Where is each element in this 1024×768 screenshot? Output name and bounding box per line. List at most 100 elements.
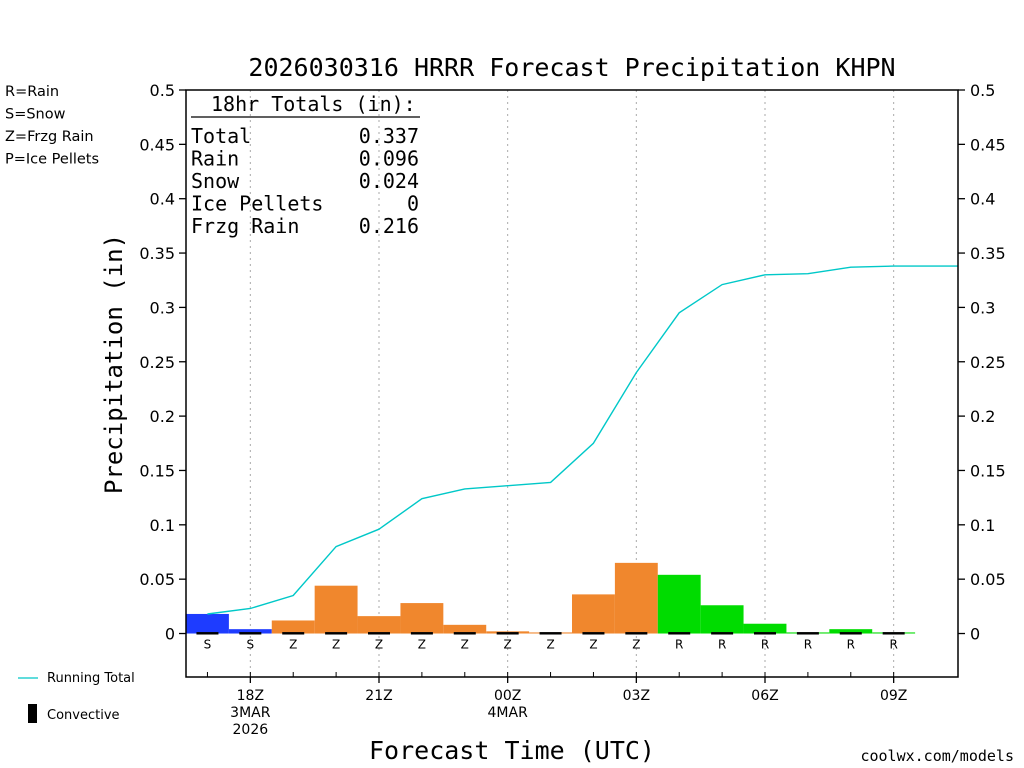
totals-value-3: 0 [407,192,419,216]
x-tick-label-0-1: 3MAR [230,705,271,721]
type-legend-1: S=Snow [5,107,66,123]
y-tick-label-left-7: 0.35 [139,244,175,263]
totals-header: 18hr Totals (in): [211,92,416,116]
type-label-hour-24: Z [504,638,512,652]
convective-hour-26 [582,632,605,635]
bar-hour-18 [228,629,272,634]
totals-value-0: 0.337 [359,124,419,148]
convective-hour-29 [711,632,734,635]
type-label-hour-30: R [761,638,769,652]
x-tick-label-4-0: 06Z [751,688,778,704]
type-label-hour-32: R [847,638,855,652]
y-tick-label-right-6: 0.3 [970,298,995,317]
type-label-hour-23: Z [461,638,469,652]
bar-hour-26 [572,594,615,634]
type-label-hour-17: S [204,638,212,652]
y-tick-label-left-6: 0.3 [150,298,175,317]
totals-value-1: 0.096 [359,147,419,171]
y-axis-right: 0 0.05 0.1 0.15 0.2 0.25 0.3 0.35 0.4 0.45 0.5 [958,81,1006,644]
y-tick-label-left-0: 0 [165,625,175,644]
totals-rows: Total 0.337 Rain 0.096 Snow 0.024 Ice Pellets 0… [191,124,419,238]
type-label-hour-22: Z [418,638,426,652]
convective-hour-28 [668,632,691,635]
y-tick-label-right-5: 0.25 [970,353,1006,372]
y-tick-label-right-2: 0.1 [970,516,995,535]
totals-label-3: Ice Pellets [191,192,323,216]
type-label-hour-29: R [718,638,726,652]
y-tick-label-right-3: 0.15 [970,461,1006,480]
convective-hour-27 [625,632,648,635]
type-label-hour-31: R [804,638,812,652]
convective-hour-30 [754,632,776,635]
y-tick-label-left-9: 0.45 [139,135,175,154]
precip-type-legend: R=Rain S=Snow Z=Frzg Rain P=Ice Pellets [5,84,99,168]
bar-hour-22 [400,603,444,634]
type-label-hour-26: Z [589,638,597,652]
convective-hour-21 [368,632,390,635]
y-tick-label-left-2: 0.1 [150,516,175,535]
bar-hour-20 [314,585,358,634]
type-legend-0: R=Rain [5,84,59,100]
convective-legend-label: Convective [47,708,120,723]
convective-legend-swatch [28,704,37,723]
x-tick-label-1-0: 21Z [365,688,392,704]
running-total-legend-label: Running Total [47,671,135,686]
y-tick-label-right-1: 0.05 [970,570,1006,589]
convective-hour-23 [453,632,476,635]
bar-hour-28 [657,574,701,634]
y-tick-label-left-1: 0.05 [139,570,175,589]
convective-hour-25 [539,632,562,635]
convective-hour-32 [839,632,862,635]
bar-hour-17 [186,613,229,634]
convective-hour-31 [796,632,819,635]
type-label-hour-27: Z [632,638,640,652]
y-tick-label-left-3: 0.15 [139,461,175,480]
x-tick-label-2-0: 00Z [494,688,521,704]
type-label-hour-20: Z [332,638,340,652]
bar-hour-19 [271,620,315,634]
y-tick-label-right-9: 0.45 [970,135,1006,154]
x-tick-label-3-0: 03Z [623,688,650,704]
type-label-hour-18: S [247,638,255,652]
running-total-series [207,265,958,615]
type-label-hour-21: Z [375,638,383,652]
type-label-hour-28: R [675,638,683,652]
convective-hour-17 [196,632,219,635]
x-tick-label-5-0: 09Z [880,688,907,704]
convective-hour-19 [282,632,305,635]
convective-hour-22 [410,632,433,635]
y-tick-label-right-8: 0.4 [970,190,995,209]
plot-frame [185,89,959,678]
totals-box: 18hr Totals (in): Total 0.337 Rain 0.096 Sno… [191,92,420,238]
convective-hour-18 [239,632,262,635]
y-tick-label-left-5: 0.25 [139,353,175,372]
type-label-hour-19: Z [289,638,297,652]
x-tick-label-0-2: 2026 [233,722,269,738]
y-tick-label-left-10: 0.5 [150,81,175,100]
convective-hour-33 [882,632,905,635]
convective-hour-24 [496,632,519,635]
bottom-legend: Running Total Convective [18,671,135,723]
type-label-hour-33: R [889,638,897,652]
y-axis-left: 0 0.05 0.1 0.15 0.2 0.25 0.3 0.35 0.4 0.45 0.5 [139,81,186,644]
y-tick-label-right-10: 0.5 [970,81,995,100]
convective-hour-20 [325,632,348,635]
totals-label-4: Frzg Rain [191,214,299,238]
y-axis-label: Precipitation (in) [100,234,128,494]
x-tick-label-2-1: 4MAR [488,705,529,721]
credit-text[interactable]: coolwx.com/models [860,747,1014,765]
convective-bars [196,632,905,635]
gridlines [249,90,895,677]
totals-label-1: Rain [191,147,239,171]
chart-title: 2026030316 HRRR Forecast Precipitation K… [248,53,895,82]
x-axis-label: Forecast Time (UTC) [369,736,655,765]
x-tick-label-0-0: 18Z [237,688,264,704]
y-tick-label-left-8: 0.4 [150,190,175,209]
bar-hour-21 [357,616,401,634]
totals-value-4: 0.216 [359,214,419,238]
totals-value-2: 0.024 [359,169,419,193]
